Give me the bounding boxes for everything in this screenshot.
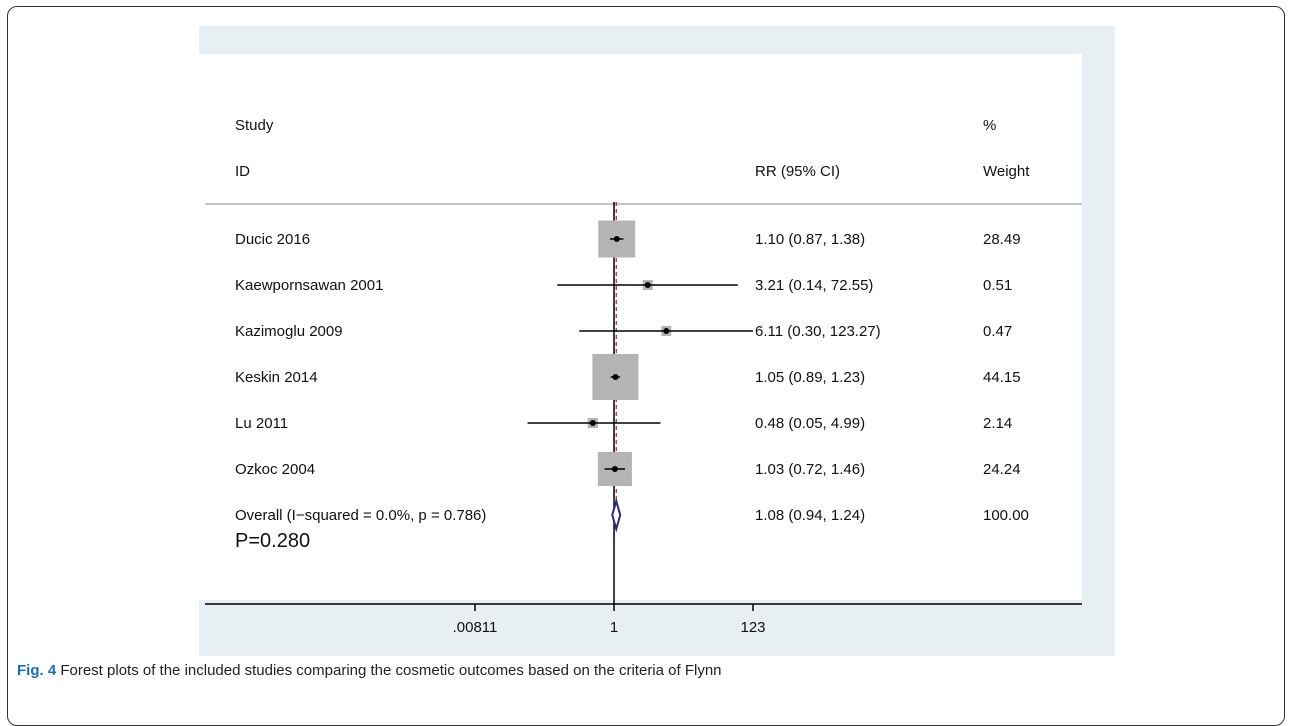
- point-estimate: [644, 282, 651, 288]
- header-study: Study: [235, 117, 274, 134]
- point-estimate: [611, 466, 618, 472]
- point-estimate: [612, 374, 619, 380]
- header-id: ID: [235, 163, 250, 180]
- study-ci-text: 6.11 (0.30, 123.27): [755, 323, 881, 340]
- study-weight: 2.14: [983, 415, 1012, 432]
- study-weight: 0.47: [983, 323, 1012, 340]
- study-ci-text: 0.48 (0.05, 4.99): [755, 415, 865, 432]
- x-tick-label: 1: [610, 619, 618, 636]
- study-ci-text: 3.21 (0.14, 72.55): [755, 277, 873, 294]
- caption-label: Fig. 4: [17, 662, 57, 679]
- plot-panel: [199, 54, 1082, 600]
- study-weight: 0.51: [983, 277, 1012, 294]
- study-ci-text: 1.05 (0.89, 1.23): [755, 369, 865, 386]
- forest-plot-svg: Study ID RR (95% CI)% Weight Ducic 2016 1.10 …: [199, 54, 1082, 636]
- overall-label: Overall (I−squared = 0.0%, p = 0.786): [235, 507, 486, 524]
- figure-caption: Fig. 4 Forest plots of the included stud…: [17, 662, 1267, 679]
- study-name: Kazimoglu 2009: [235, 323, 343, 340]
- study-name: Ozkoc 2004: [235, 461, 315, 478]
- study-weight: 44.15: [983, 369, 1021, 386]
- point-estimate: [663, 328, 670, 334]
- forest-plot: Study ID RR (95% CI)% Weight Ducic 2016 1.10 …: [199, 26, 1115, 656]
- study-ci-text: 1.03 (0.72, 1.46): [755, 461, 865, 478]
- study-name: Lu 2011: [235, 415, 288, 432]
- overall-weight: 100.00: [983, 507, 1029, 524]
- point-estimate: [613, 236, 620, 242]
- overall-ci-text: 1.08 (0.94, 1.24): [755, 507, 865, 524]
- study-weight: 28.49: [983, 231, 1021, 248]
- study-name: Kaewpornsawan 2001: [235, 277, 383, 294]
- study-ci-text: 1.10 (0.87, 1.38): [755, 231, 865, 248]
- p-value-annotation: P=0.280: [235, 530, 311, 552]
- header-rr: RR (95% CI): [755, 163, 840, 180]
- x-tick-label: .00811: [453, 619, 498, 636]
- caption-text: Forest plots of the included studies com…: [56, 662, 722, 679]
- study-name: Keskin 2014: [235, 369, 318, 386]
- header-pct: %: [983, 117, 996, 134]
- study-weight: 24.24: [983, 461, 1021, 478]
- x-tick-label: 123: [740, 619, 765, 636]
- point-estimate: [589, 420, 596, 426]
- study-name: Ducic 2016: [235, 231, 310, 248]
- header-weight: Weight: [983, 163, 1030, 180]
- overall-diamond: [611, 497, 622, 533]
